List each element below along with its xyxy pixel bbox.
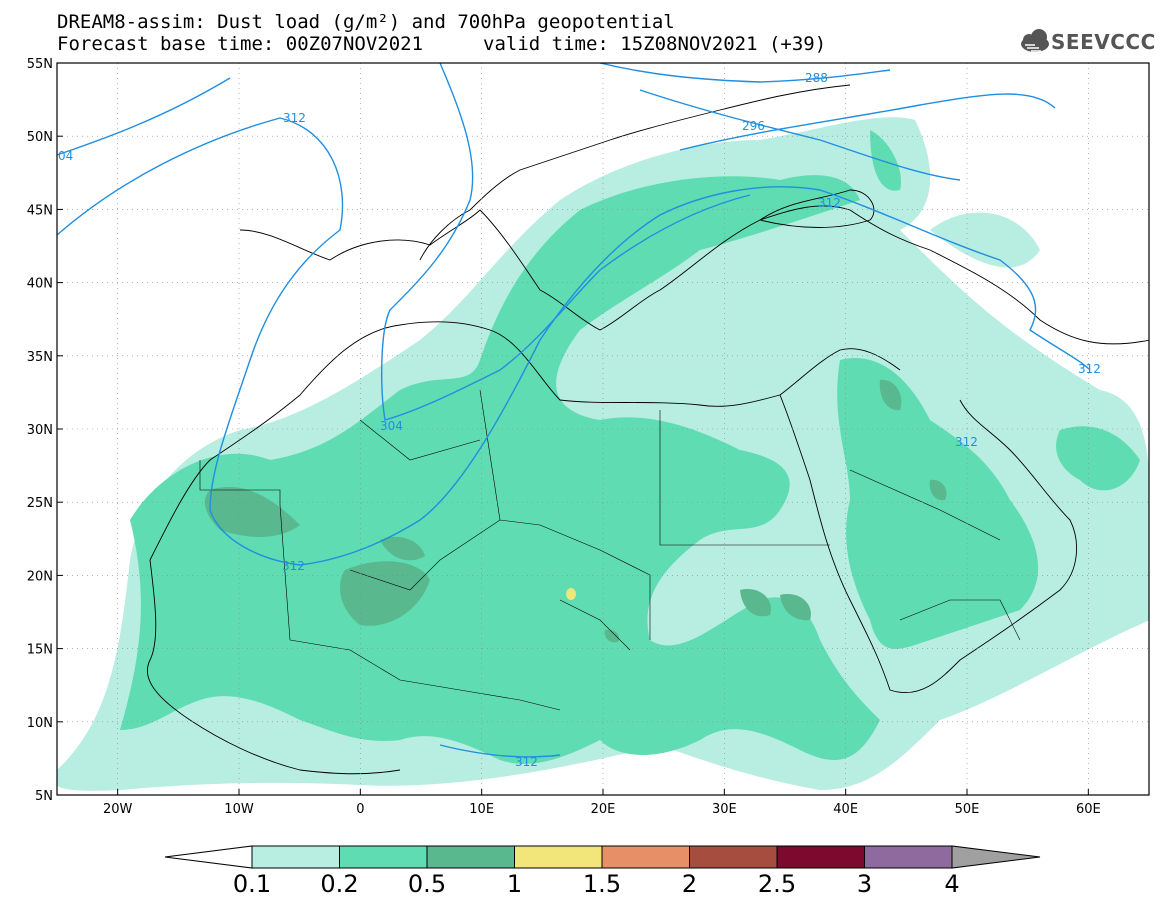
contour-label: 296 — [742, 119, 765, 133]
colorbar-segment — [251, 845, 340, 869]
lat-tick-label: 55N — [27, 57, 53, 72]
contour-label: 312 — [283, 111, 306, 125]
lon-tick-label: 50E — [955, 802, 980, 817]
contour-labels: 04 312 288 296 312 304 312 312 312 312 — [58, 71, 1101, 769]
contour-label: 312 — [1078, 362, 1101, 376]
contour-label: 04 — [58, 149, 73, 163]
contour-label: 312 — [515, 755, 538, 769]
colorbar-level-label: 0.5 — [407, 870, 447, 898]
lat-tick-label: 5N — [35, 789, 53, 804]
geopotential-contours — [57, 63, 1091, 758]
colorbar-level-label: 4 — [944, 870, 960, 898]
lon-tick-label: 60E — [1076, 802, 1101, 817]
lon-tick-label: 10E — [469, 802, 494, 817]
lon-axis: 20W 10W 0 10E 20E 30E 40E 50E 60E — [103, 789, 1101, 817]
colorbar-level-label: 0.1 — [232, 870, 272, 898]
colorbar-segment — [426, 845, 515, 869]
dust-field — [57, 117, 1149, 791]
colorbar-level-label: 1.5 — [582, 870, 622, 898]
colorbar-segment — [776, 845, 865, 869]
contour-label: 312 — [282, 559, 305, 573]
colorbar-segment — [864, 845, 953, 869]
colorbar-segment — [514, 845, 603, 869]
colorbar-level-label: 0.2 — [320, 870, 359, 898]
coastlines — [146, 84, 1149, 775]
colorbar-level-label: 1 — [506, 870, 523, 898]
colorbar-segment — [339, 845, 428, 869]
contour-label: 312 — [818, 196, 841, 210]
colorbar-level-label: 2.5 — [757, 870, 797, 898]
lon-tick-label: 30E — [712, 802, 737, 817]
lat-tick-label: 10N — [27, 716, 53, 731]
logo-text: SEEVCCC — [1051, 30, 1156, 54]
lon-tick-label: 20E — [591, 802, 616, 817]
chart-title: DREAM8-assim: Dust load (g/m²) and 700hP… — [57, 11, 675, 33]
colorbar-segment — [601, 845, 690, 869]
contour-label: 304 — [380, 419, 403, 433]
lon-tick-label: 0 — [356, 802, 364, 817]
lat-tick-label: 25N — [27, 496, 53, 511]
forecast-base-time: Forecast base time: 00Z07NOV2021 — [57, 33, 424, 55]
lon-tick-label: 40E — [833, 802, 858, 817]
colorbar-over-triangle — [951, 845, 1041, 869]
lat-tick-label: 40N — [27, 277, 53, 292]
contour-label: 288 — [805, 71, 828, 85]
country-borders — [199, 389, 1021, 711]
colorbar — [164, 845, 1041, 869]
colorbar-under-triangle — [164, 845, 253, 869]
lat-tick-label: 45N — [27, 203, 53, 218]
lat-tick-label: 20N — [27, 569, 53, 584]
lat-tick-label: 30N — [27, 423, 53, 438]
colorbar-level-label: 2 — [681, 870, 698, 898]
colorbar-level-label: 3 — [856, 870, 873, 898]
lat-tick-label: 15N — [27, 643, 53, 658]
map-grid — [57, 63, 1149, 795]
lon-tick-label: 10W — [224, 802, 254, 817]
contour-label: 312 — [955, 435, 978, 449]
valid-time: valid time: 15Z08NOV2021 (+39) — [483, 33, 827, 55]
lat-tick-label: 35N — [27, 350, 53, 365]
colorbar-segment — [689, 845, 778, 869]
lat-tick-label: 50N — [27, 130, 53, 145]
cloud-logo-icon — [1021, 29, 1049, 52]
lon-tick-label: 20W — [103, 802, 133, 817]
lat-axis: 5N 10N 15N 20N 25N 30N 35N 40N 45N 50N 55N — [27, 57, 63, 804]
